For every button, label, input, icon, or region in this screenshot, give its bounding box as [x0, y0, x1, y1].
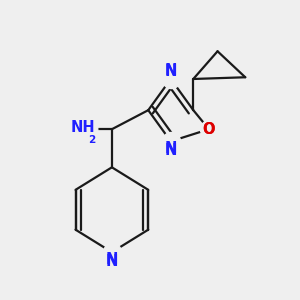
Text: O: O: [202, 122, 215, 137]
Text: N: N: [165, 63, 177, 78]
Text: O: O: [202, 122, 215, 137]
Text: N: N: [165, 143, 177, 158]
Text: NH: NH: [70, 120, 95, 135]
Text: 2: 2: [88, 136, 96, 146]
Text: N: N: [106, 252, 118, 267]
Text: N: N: [165, 141, 177, 156]
Text: N: N: [106, 254, 118, 269]
Text: N: N: [165, 64, 177, 79]
